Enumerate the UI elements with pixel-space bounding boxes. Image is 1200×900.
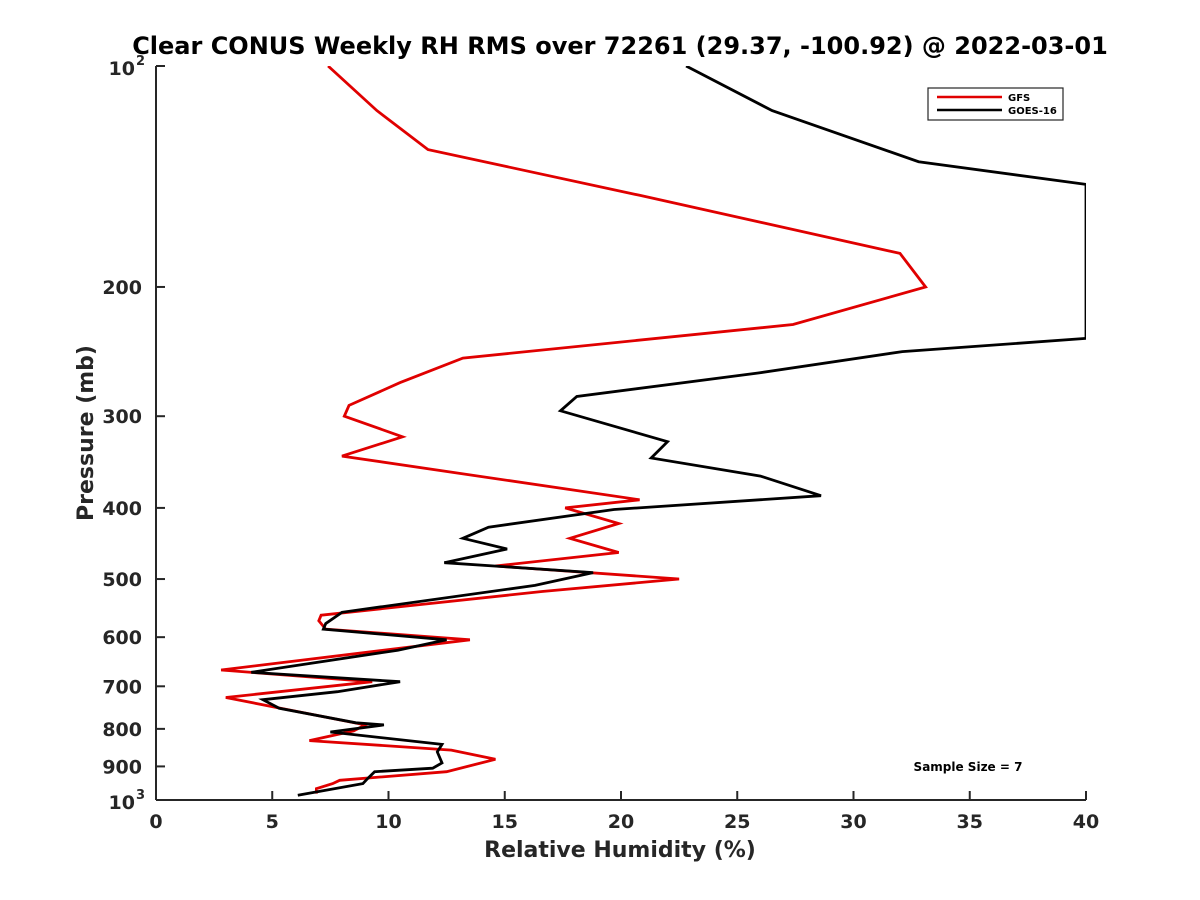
plot-area [155, 66, 1086, 801]
y-tick-label: 400 [102, 498, 142, 520]
x-tick-label: 40 [1073, 811, 1099, 833]
x-tick-label: 30 [840, 811, 866, 833]
x-tick-label: 25 [724, 811, 750, 833]
y-tick-label: 900 [102, 756, 142, 778]
legend-box [927, 87, 1064, 121]
x-tick-label: 15 [492, 811, 518, 833]
legend-label-gfs: GFS [1008, 93, 1030, 104]
x-tick-label: 0 [149, 811, 162, 833]
y-tick-label: 800 [102, 719, 142, 741]
x-tick-label: 35 [957, 811, 983, 833]
legend-label-goes16: GOES-16 [1008, 106, 1057, 117]
legend: GFS GOES-16 [927, 87, 1064, 121]
y-tick-label: 700 [102, 676, 142, 698]
y-tick-label: 500 [102, 569, 142, 591]
y-axis-label: Pressure (mb) [74, 345, 99, 521]
y-tick-label: 10 [109, 58, 135, 80]
series-line-goes16 [251, 66, 1086, 797]
y-tick-label: 200 [102, 277, 142, 299]
x-tick-label: 10 [375, 811, 401, 833]
y-tick-label: 300 [102, 406, 142, 428]
chart-title: Clear CONUS Weekly RH RMS over 72261 (29… [132, 32, 1108, 60]
y-tick-label: 600 [102, 627, 142, 649]
x-tick-label: 5 [266, 811, 279, 833]
y-tick-exponent: 3 [136, 788, 145, 803]
x-tick-label: 20 [608, 811, 634, 833]
sample-size-annotation: Sample Size = 7 [914, 760, 1023, 774]
series-line-gfs [220, 66, 928, 794]
x-axis-label: Relative Humidity (%) [484, 838, 756, 863]
y-tick-exponent: 2 [136, 54, 145, 69]
y-tick-label: 10 [109, 792, 135, 814]
x-axis: 0 5 10 15 20 25 30 35 40 [149, 791, 1099, 833]
